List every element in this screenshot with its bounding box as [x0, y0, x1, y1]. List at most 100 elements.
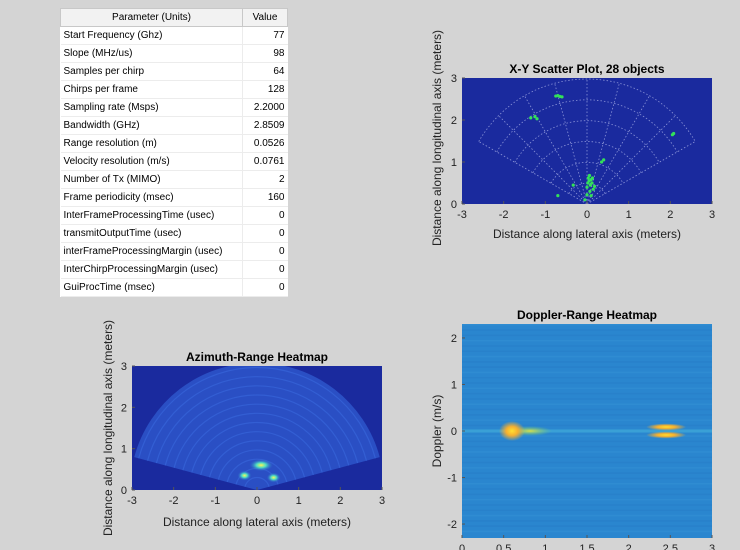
scatter-point[interactable] [560, 95, 564, 99]
doppler-texture [462, 371, 712, 374]
doppler-texture [462, 392, 712, 395]
azimuth-hotspot[interactable] [237, 470, 252, 481]
table-row[interactable]: Chirps per frame 128 [60, 80, 288, 99]
scatter-x-label: Distance along lateral axis (meters) [493, 227, 681, 241]
doppler-hotspot[interactable] [646, 431, 687, 439]
scatter-point[interactable] [529, 116, 533, 120]
azimuth-hotspot[interactable] [266, 472, 281, 483]
scatter-point[interactable] [535, 117, 539, 121]
y-tick-label: 1 [451, 379, 457, 391]
table-row[interactable]: Sampling rate (Msps) 2.2000 [60, 98, 288, 117]
scatter-point[interactable] [587, 173, 592, 178]
table-row[interactable]: Range resolution (m) 0.0526 [60, 134, 288, 153]
azimuth-ring [244, 476, 270, 487]
doppler-texture [462, 339, 712, 342]
doppler-heatmap [462, 324, 712, 533]
table-row[interactable]: interFrameProcessingMargin (usec) 0 [60, 242, 288, 261]
doppler-texture [462, 424, 712, 427]
doppler-texture [462, 472, 712, 474]
parameter-value: 2.2000 [242, 98, 288, 117]
scatter-x-ticks: -3 -2 -1 0 1 2 3 [457, 201, 715, 221]
doppler-texture [462, 366, 712, 368]
azimuth-ring [164, 394, 350, 466]
azimuth-ring [182, 412, 332, 471]
y-tick-label: 1 [121, 444, 127, 456]
doppler-texture [462, 477, 712, 480]
parameter-name: transmitOutputTime (usec) [60, 224, 243, 243]
azimuth-ring [173, 403, 341, 468]
doppler-texture [462, 530, 712, 533]
range-ring [532, 141, 642, 173]
table-row[interactable]: Velocity resolution (m/s) 0.0761 [60, 152, 288, 171]
scatter-point[interactable] [586, 176, 590, 180]
y-tick-label: 0 [451, 426, 457, 438]
table-row[interactable]: Samples per chirp 64 [60, 62, 288, 81]
x-tick-label: 2 [626, 543, 632, 550]
scatter-point[interactable] [589, 194, 593, 198]
y-tick-label: 2 [451, 115, 457, 127]
scatter-point[interactable] [590, 176, 595, 180]
table-row[interactable]: Start Frequency (Ghz) 77 [60, 26, 288, 45]
scatter-point[interactable] [599, 160, 604, 164]
doppler-texture [462, 467, 712, 469]
table-row[interactable]: InterChirpProcessingMargin (usec) 0 [60, 260, 288, 279]
parameter-value: 160 [242, 188, 288, 207]
scatter-point[interactable] [583, 198, 587, 202]
doppler-texture [462, 504, 712, 506]
doppler-hotspot[interactable] [646, 423, 687, 431]
doppler-hotspot[interactable] [499, 421, 525, 441]
azimuth-hotspot[interactable] [249, 459, 274, 472]
scatter-point[interactable] [592, 184, 597, 188]
table-row[interactable]: InterFrameProcessingTime (usec) 0 [60, 206, 288, 225]
value-header[interactable]: Value [242, 8, 288, 27]
x-tick-label: 0 [584, 209, 590, 221]
y-tick-label: 3 [451, 73, 457, 85]
azimuth-x-label: Distance along lateral axis (meters) [163, 515, 351, 529]
doppler-texture [462, 456, 712, 458]
doppler-texture [462, 382, 712, 384]
parameter-name: Start Frequency (Ghz) [60, 26, 243, 45]
parameter-value: 98 [242, 44, 288, 63]
scatter-point[interactable] [591, 187, 595, 191]
parameter-name: Slope (MHz/us) [60, 44, 243, 63]
parameter-name: interFrameProcessingMargin (usec) [60, 242, 243, 261]
scatter-point[interactable] [588, 189, 592, 193]
table-row[interactable]: Number of Tx (MIMO) 2 [60, 170, 288, 189]
scatter-point[interactable] [571, 183, 575, 187]
scatter-y-ticks: 0 1 2 3 [451, 73, 465, 211]
scatter-point[interactable] [585, 185, 589, 189]
parameter-value: 2 [242, 170, 288, 189]
parameter-value: 64 [242, 62, 288, 81]
y-tick-label: 0 [451, 199, 457, 211]
doppler-texture [462, 345, 712, 347]
doppler-texture [462, 509, 712, 511]
doppler-texture [462, 498, 712, 501]
scatter-point[interactable] [602, 158, 606, 162]
azimuth-ring [217, 449, 297, 480]
x-tick-label: 3 [709, 209, 715, 221]
scatter-title: X-Y Scatter Plot, 28 objects [509, 62, 664, 76]
parameter-name: GuiProcTime (msec) [60, 278, 243, 297]
table-row[interactable]: GuiProcTime (msec) 0 [60, 278, 288, 297]
parameter-value: 0 [242, 242, 288, 261]
scatter-point[interactable] [590, 181, 594, 185]
table-row[interactable]: transmitOutputTime (usec) 0 [60, 224, 288, 243]
x-tick-label: -3 [457, 209, 467, 221]
x-tick-label: -1 [540, 209, 550, 221]
scatter-point[interactable] [585, 193, 589, 197]
table-row[interactable]: Frame periodicity (msec) 160 [60, 188, 288, 207]
scatter-point[interactable] [672, 131, 676, 136]
table-row[interactable]: Bandwidth (GHz) 2.8509 [60, 116, 288, 135]
doppler-texture [462, 361, 712, 363]
table-row[interactable]: Slope (MHz/us) 98 [60, 44, 288, 63]
x-tick-label: -1 [210, 495, 220, 507]
parameter-value: 0.0526 [242, 134, 288, 153]
scatter-point[interactable] [533, 115, 537, 119]
x-tick-label: 1 [542, 543, 548, 550]
scatter-point[interactable] [556, 194, 560, 198]
doppler-texture [462, 451, 712, 453]
x-tick-label: 1 [626, 209, 632, 221]
azimuth-y-label: Distance along longitudinal axis (meters… [101, 320, 115, 536]
parameter-name: Velocity resolution (m/s) [60, 152, 243, 171]
